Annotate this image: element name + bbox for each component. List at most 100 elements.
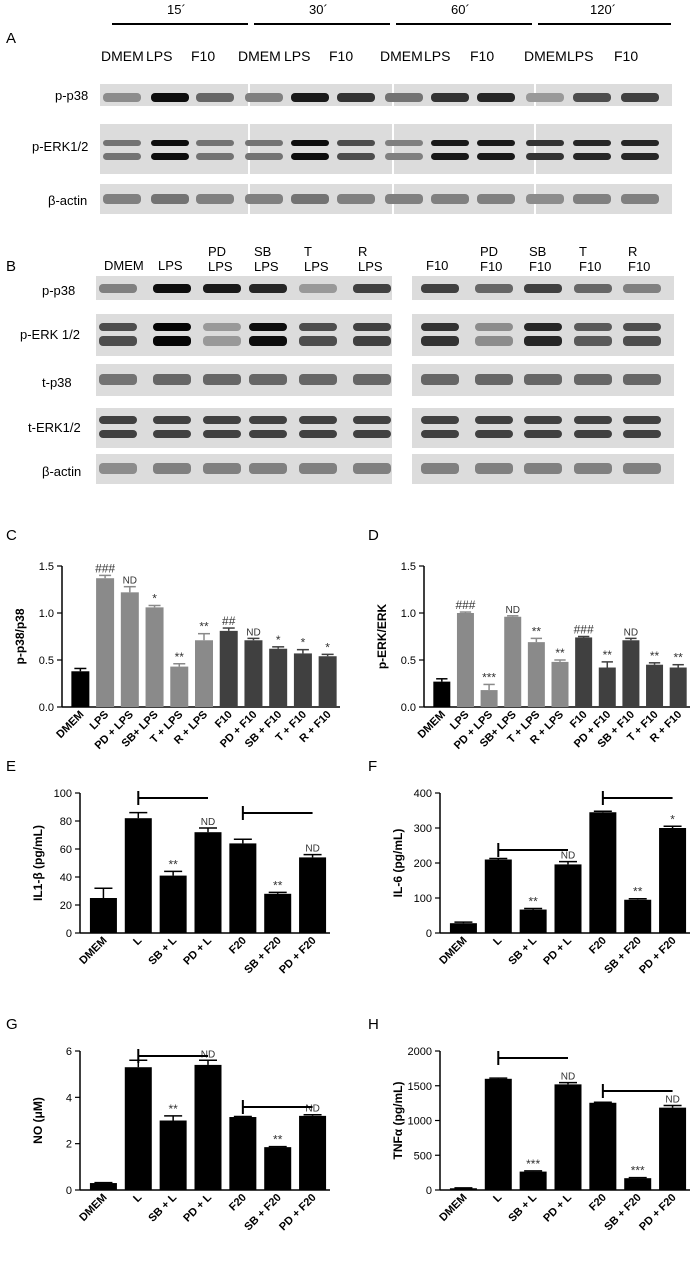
- category-label: F20: [227, 935, 249, 957]
- blot-band: [431, 194, 469, 204]
- bar: [229, 1117, 257, 1190]
- bar: [480, 690, 498, 707]
- blot-band: [337, 93, 375, 102]
- category-label: L: [131, 1191, 144, 1204]
- blot-band: [475, 284, 513, 293]
- blot-band: [421, 463, 459, 474]
- blot-membrane: [412, 408, 674, 448]
- blot-band: [99, 430, 137, 438]
- blot-band: [623, 463, 661, 474]
- y-tick-label: 0: [426, 1185, 432, 1197]
- panel-label-b: B: [6, 258, 17, 275]
- blot-band: [431, 153, 469, 160]
- blot-band: [353, 374, 391, 385]
- bar: [484, 1078, 512, 1190]
- bar: [299, 857, 327, 933]
- timepoint-bar-15: [112, 23, 248, 25]
- y-tick-label: 1500: [408, 1081, 432, 1093]
- panel-label-f: F: [368, 758, 378, 775]
- significance-label: *: [276, 633, 281, 647]
- blot-band: [573, 153, 611, 160]
- blot-band: [524, 336, 562, 346]
- blot-band: [353, 430, 391, 438]
- lane-label: F10: [191, 48, 216, 64]
- lane-label: LPS: [567, 48, 594, 64]
- significance-label: ND: [624, 627, 638, 638]
- category-label: PD + L: [181, 934, 214, 967]
- category-label: SB + F20: [602, 1192, 644, 1234]
- blot-band: [291, 194, 329, 204]
- blot-band: [153, 323, 191, 331]
- row-label: β-actin: [48, 193, 88, 208]
- blot-band: [196, 153, 234, 160]
- blot-band: [291, 140, 329, 146]
- bar: [589, 1102, 617, 1190]
- lane-label: PD: [208, 244, 227, 259]
- blot-band: [249, 336, 287, 346]
- blot-band: [203, 463, 241, 474]
- lane-label: F10: [614, 48, 639, 64]
- blot-band: [475, 323, 513, 331]
- blot-band: [524, 374, 562, 385]
- significance-label: ###: [455, 598, 475, 612]
- category-label: DMEM: [437, 1192, 469, 1224]
- y-tick-label: 2: [66, 1139, 72, 1151]
- row-label: p-p38: [42, 283, 76, 298]
- blot-band: [574, 284, 612, 293]
- blot-membrane: [412, 314, 674, 356]
- blot-band: [245, 93, 283, 102]
- blot-band: [249, 284, 287, 293]
- significance-label: **: [650, 649, 660, 663]
- significance-label: ND: [201, 1049, 215, 1060]
- blot-band: [203, 284, 241, 293]
- bar: [624, 899, 652, 933]
- bar: [124, 1067, 152, 1190]
- blot-band: [99, 323, 137, 331]
- y-axis-label: IL1-β (pg/mL): [31, 825, 45, 901]
- blot-band: [153, 374, 191, 385]
- y-tick-label: 1.5: [39, 561, 54, 573]
- y-axis-label: p-ERK/ERK: [375, 604, 389, 670]
- blot-band: [99, 416, 137, 424]
- significance-label: ND: [305, 844, 319, 855]
- category-label: PD + L: [541, 934, 574, 967]
- y-tick-label: 1.5: [401, 561, 416, 573]
- timepoint-bar-60: [396, 23, 532, 25]
- significance-label: **: [273, 1133, 283, 1147]
- lane-label: LPS: [304, 259, 329, 274]
- significance-label: *: [325, 640, 330, 654]
- significance-label: ND: [246, 627, 260, 638]
- significance-label: **: [555, 646, 565, 660]
- bar: [195, 640, 213, 707]
- panel-label-c: C: [6, 527, 17, 544]
- blot-band: [299, 336, 337, 346]
- blot-band: [475, 463, 513, 474]
- significance-label: **: [528, 895, 538, 909]
- blot-band: [574, 323, 612, 331]
- blot-band: [299, 463, 337, 474]
- bar: [484, 859, 512, 933]
- blot-band: [151, 153, 189, 160]
- blot-band: [103, 153, 141, 160]
- blot-band: [203, 430, 241, 438]
- y-axis-label: IL-6 (pg/mL): [391, 829, 405, 898]
- blot-membrane: [250, 124, 392, 174]
- significance-label: ***: [482, 670, 496, 684]
- significance-label: ND: [561, 851, 575, 862]
- significance-label: **: [633, 885, 643, 899]
- panel-label-a: A: [6, 30, 17, 47]
- blot-membrane: [536, 124, 672, 174]
- category-label: L: [491, 1191, 504, 1204]
- y-axis-label: p-p38/p38: [13, 608, 27, 664]
- bar: [589, 812, 617, 933]
- blot-band: [621, 194, 659, 204]
- lane-label: F10: [470, 48, 495, 64]
- bar: [624, 1178, 652, 1190]
- significance-label: *: [152, 591, 157, 605]
- significance-label: ND: [665, 1095, 679, 1106]
- bar: [229, 843, 257, 933]
- y-tick-label: 0: [66, 1185, 72, 1197]
- bar: [456, 613, 474, 707]
- significance-label: ND: [506, 605, 520, 616]
